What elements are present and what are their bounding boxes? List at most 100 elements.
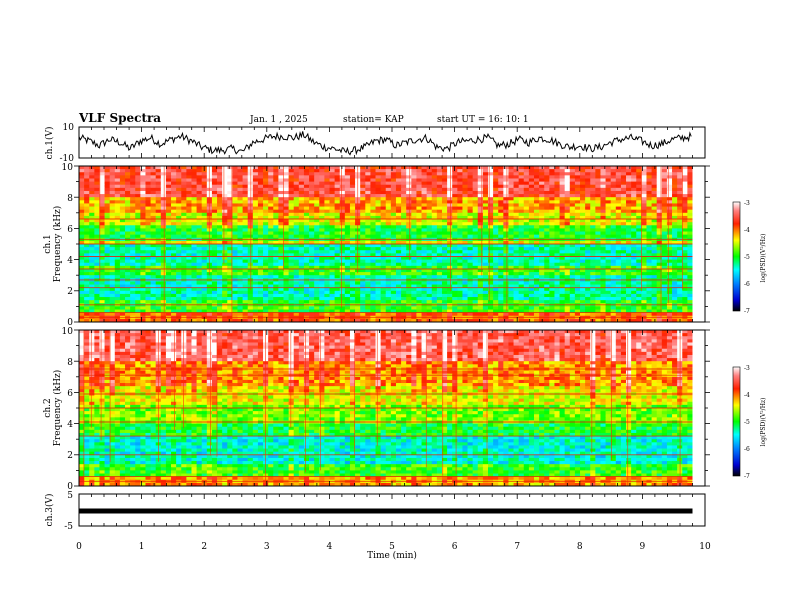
spectrogram-cell [165, 225, 172, 229]
spectrogram-cell [523, 203, 530, 207]
spectrogram-cell [615, 228, 622, 232]
spectrogram-cell [237, 250, 243, 254]
spectrogram-cell [232, 231, 238, 236]
spectrogram-cell [447, 275, 453, 279]
spectrogram-cell [140, 166, 146, 170]
spectrogram-cell [89, 287, 95, 292]
spectrogram-cell [114, 166, 121, 170]
spectrogram-cell [196, 256, 203, 260]
spectrogram-cell [303, 268, 310, 273]
spectrogram-cell [365, 206, 371, 211]
spectrogram-cell [298, 253, 305, 257]
spectrogram-cell [401, 166, 407, 170]
spectrogram-cell [211, 197, 218, 201]
spectrogram-cell [395, 200, 402, 204]
spectrogram-cell [513, 212, 520, 217]
spectrogram-cell [544, 256, 550, 260]
spectrogram-cell [227, 250, 233, 254]
spectrogram-cell [452, 206, 458, 211]
spectrogram-cell [365, 287, 371, 292]
spectrogram-cell [554, 206, 560, 211]
spectrogram-cell [339, 212, 346, 217]
spectrogram-cell [370, 272, 376, 276]
spectrogram-cell [252, 265, 259, 270]
spectrogram-cell [160, 259, 167, 264]
spectrogram-cell [227, 209, 233, 214]
spectrogram-cell [661, 284, 668, 289]
spectrogram-cell [574, 265, 581, 270]
spectrogram-cell [580, 247, 586, 251]
spectrogram-cell [421, 219, 428, 223]
spectrogram-cell [672, 281, 678, 285]
spectrogram-cell [682, 190, 688, 195]
spectrogram-cell [242, 225, 249, 229]
spectrogram-cell [406, 253, 412, 257]
spectrogram-cell [385, 219, 392, 223]
spectrogram-cell [145, 265, 151, 270]
spectrogram-cell [339, 225, 346, 229]
spectrogram-cell [211, 275, 218, 279]
spectrogram-cell [416, 256, 422, 260]
spectrogram-cell [477, 228, 484, 232]
spectrogram-cell [303, 209, 310, 214]
spectrogram-cell [303, 187, 310, 192]
spectrogram-cell [569, 172, 576, 176]
spectrogram-cell [324, 256, 330, 260]
spectrogram-cell [329, 219, 336, 223]
spectrogram-cell [436, 250, 443, 254]
spectrogram-cell [687, 181, 693, 186]
spectrogram-cell [487, 178, 494, 182]
spectrogram-cell [176, 268, 182, 273]
spectrogram-cell [196, 212, 203, 217]
spectrogram-cell [569, 178, 576, 182]
spectrogram-cell [191, 212, 197, 217]
spectrogram-cell [104, 262, 111, 267]
spectrogram-cell [211, 256, 218, 260]
spectrogram-cell [549, 228, 555, 232]
spectrogram-cell [452, 172, 458, 176]
spectrogram-cell [390, 244, 397, 248]
spectrogram-cell [309, 275, 315, 279]
spectrogram-cell [150, 206, 157, 211]
spectrogram-cell [196, 169, 203, 173]
spectrogram-cell [365, 166, 371, 170]
spectrogram-cell [395, 225, 402, 229]
spectrogram-cell [176, 209, 182, 214]
spectrogram-cell [626, 262, 632, 267]
spectrogram-cell [477, 225, 484, 229]
spectrogram-cell [380, 244, 387, 248]
spectrogram-cell [549, 287, 555, 292]
spectrogram-cell [303, 240, 310, 245]
spectrogram-cell [206, 284, 213, 289]
spectrogram-cell [135, 181, 141, 186]
spectrogram-cell [84, 169, 90, 173]
spectrogram-cell [677, 178, 683, 182]
spectrogram-cell [171, 175, 177, 179]
spectrogram-cell [595, 175, 601, 179]
spectrogram-cell [252, 272, 259, 276]
spectrogram-cell [534, 240, 540, 245]
spectrogram-cell [140, 265, 146, 270]
spectrogram-cell [99, 268, 105, 273]
spectrogram-cell [467, 181, 474, 186]
spectrogram-cell [288, 281, 295, 285]
spectrogram-cell [426, 194, 433, 198]
spectrogram-cell [605, 256, 612, 260]
spectrogram-cell [84, 234, 90, 239]
spectrogram-cell [544, 166, 550, 170]
spectrogram-cell [385, 284, 392, 289]
spectrogram-cell [252, 215, 259, 220]
spectrogram-cell [482, 287, 489, 292]
spectrogram-cell [135, 244, 141, 248]
spectrogram-cell [201, 175, 208, 179]
spectrogram-cell [666, 187, 673, 192]
ch1-ytick-bottom: -10 [60, 154, 75, 164]
spectrogram-cell [257, 281, 264, 285]
spectrogram-cell [319, 206, 325, 211]
spectrogram-cell [508, 275, 514, 279]
spectrogram-cell [211, 234, 218, 239]
spectrogram-cell [467, 265, 474, 270]
spectrogram-cell [636, 194, 642, 198]
spectrogram-cell [462, 234, 468, 239]
spectrogram-cell [661, 203, 668, 207]
